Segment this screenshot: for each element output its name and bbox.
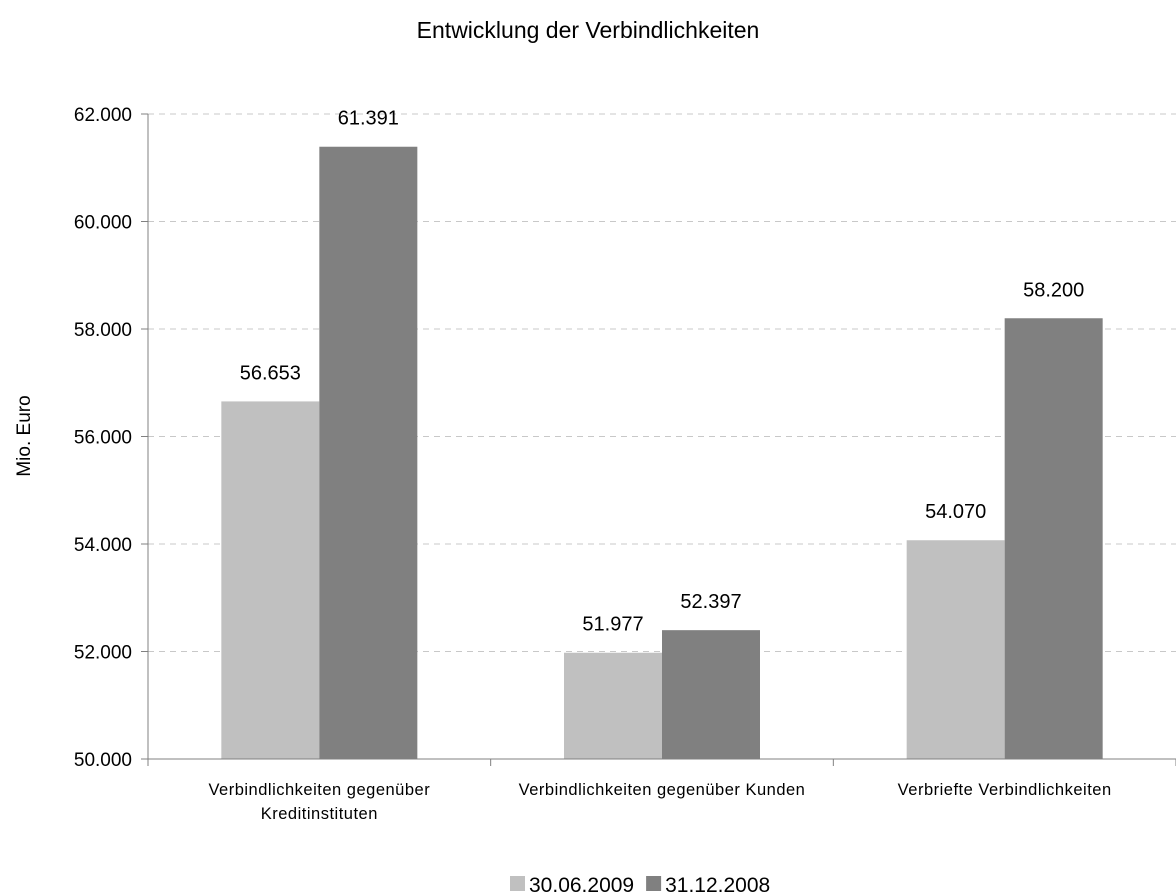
y-tick-label: 50.000 [74, 750, 132, 771]
legend-swatch [646, 876, 662, 891]
legend-label: 31.12.2008 [665, 874, 770, 894]
legend-label: 30.06.2009 [529, 874, 634, 894]
data-label: 56.653 [240, 362, 301, 384]
data-label: 61.391 [338, 108, 399, 130]
y-tick-label: 58.000 [74, 320, 132, 341]
data-label: 58.200 [1023, 279, 1084, 301]
x-tick-label: Verbindlichkeiten gegenüber Kunden [518, 781, 806, 799]
legend-swatch [510, 876, 525, 891]
data-label: 51.977 [582, 614, 643, 636]
chart-title: Entwicklung der Verbindlichkeiten [417, 17, 760, 43]
y-tick-label: 56.000 [74, 428, 132, 449]
bar [319, 146, 418, 759]
bar [906, 540, 1005, 759]
x-tick-label: Verbindlichkeiten gegenüber Kreditinstit… [208, 781, 431, 823]
x-tick-label: Verbriefte Verbindlichkeiten [897, 781, 1112, 799]
y-tick-label: 60.000 [74, 213, 132, 234]
bar [564, 652, 662, 759]
y-tick-label: 62.000 [74, 105, 132, 126]
bar [662, 630, 760, 759]
bar [221, 401, 320, 759]
y-tick-label: 54.000 [74, 535, 132, 556]
y-tick-label: 52.000 [74, 643, 132, 664]
y-axis-label: Mio. Euro [14, 395, 35, 476]
data-label: 54.070 [925, 501, 986, 523]
data-label: 52.397 [680, 591, 741, 613]
bar [1004, 318, 1103, 759]
